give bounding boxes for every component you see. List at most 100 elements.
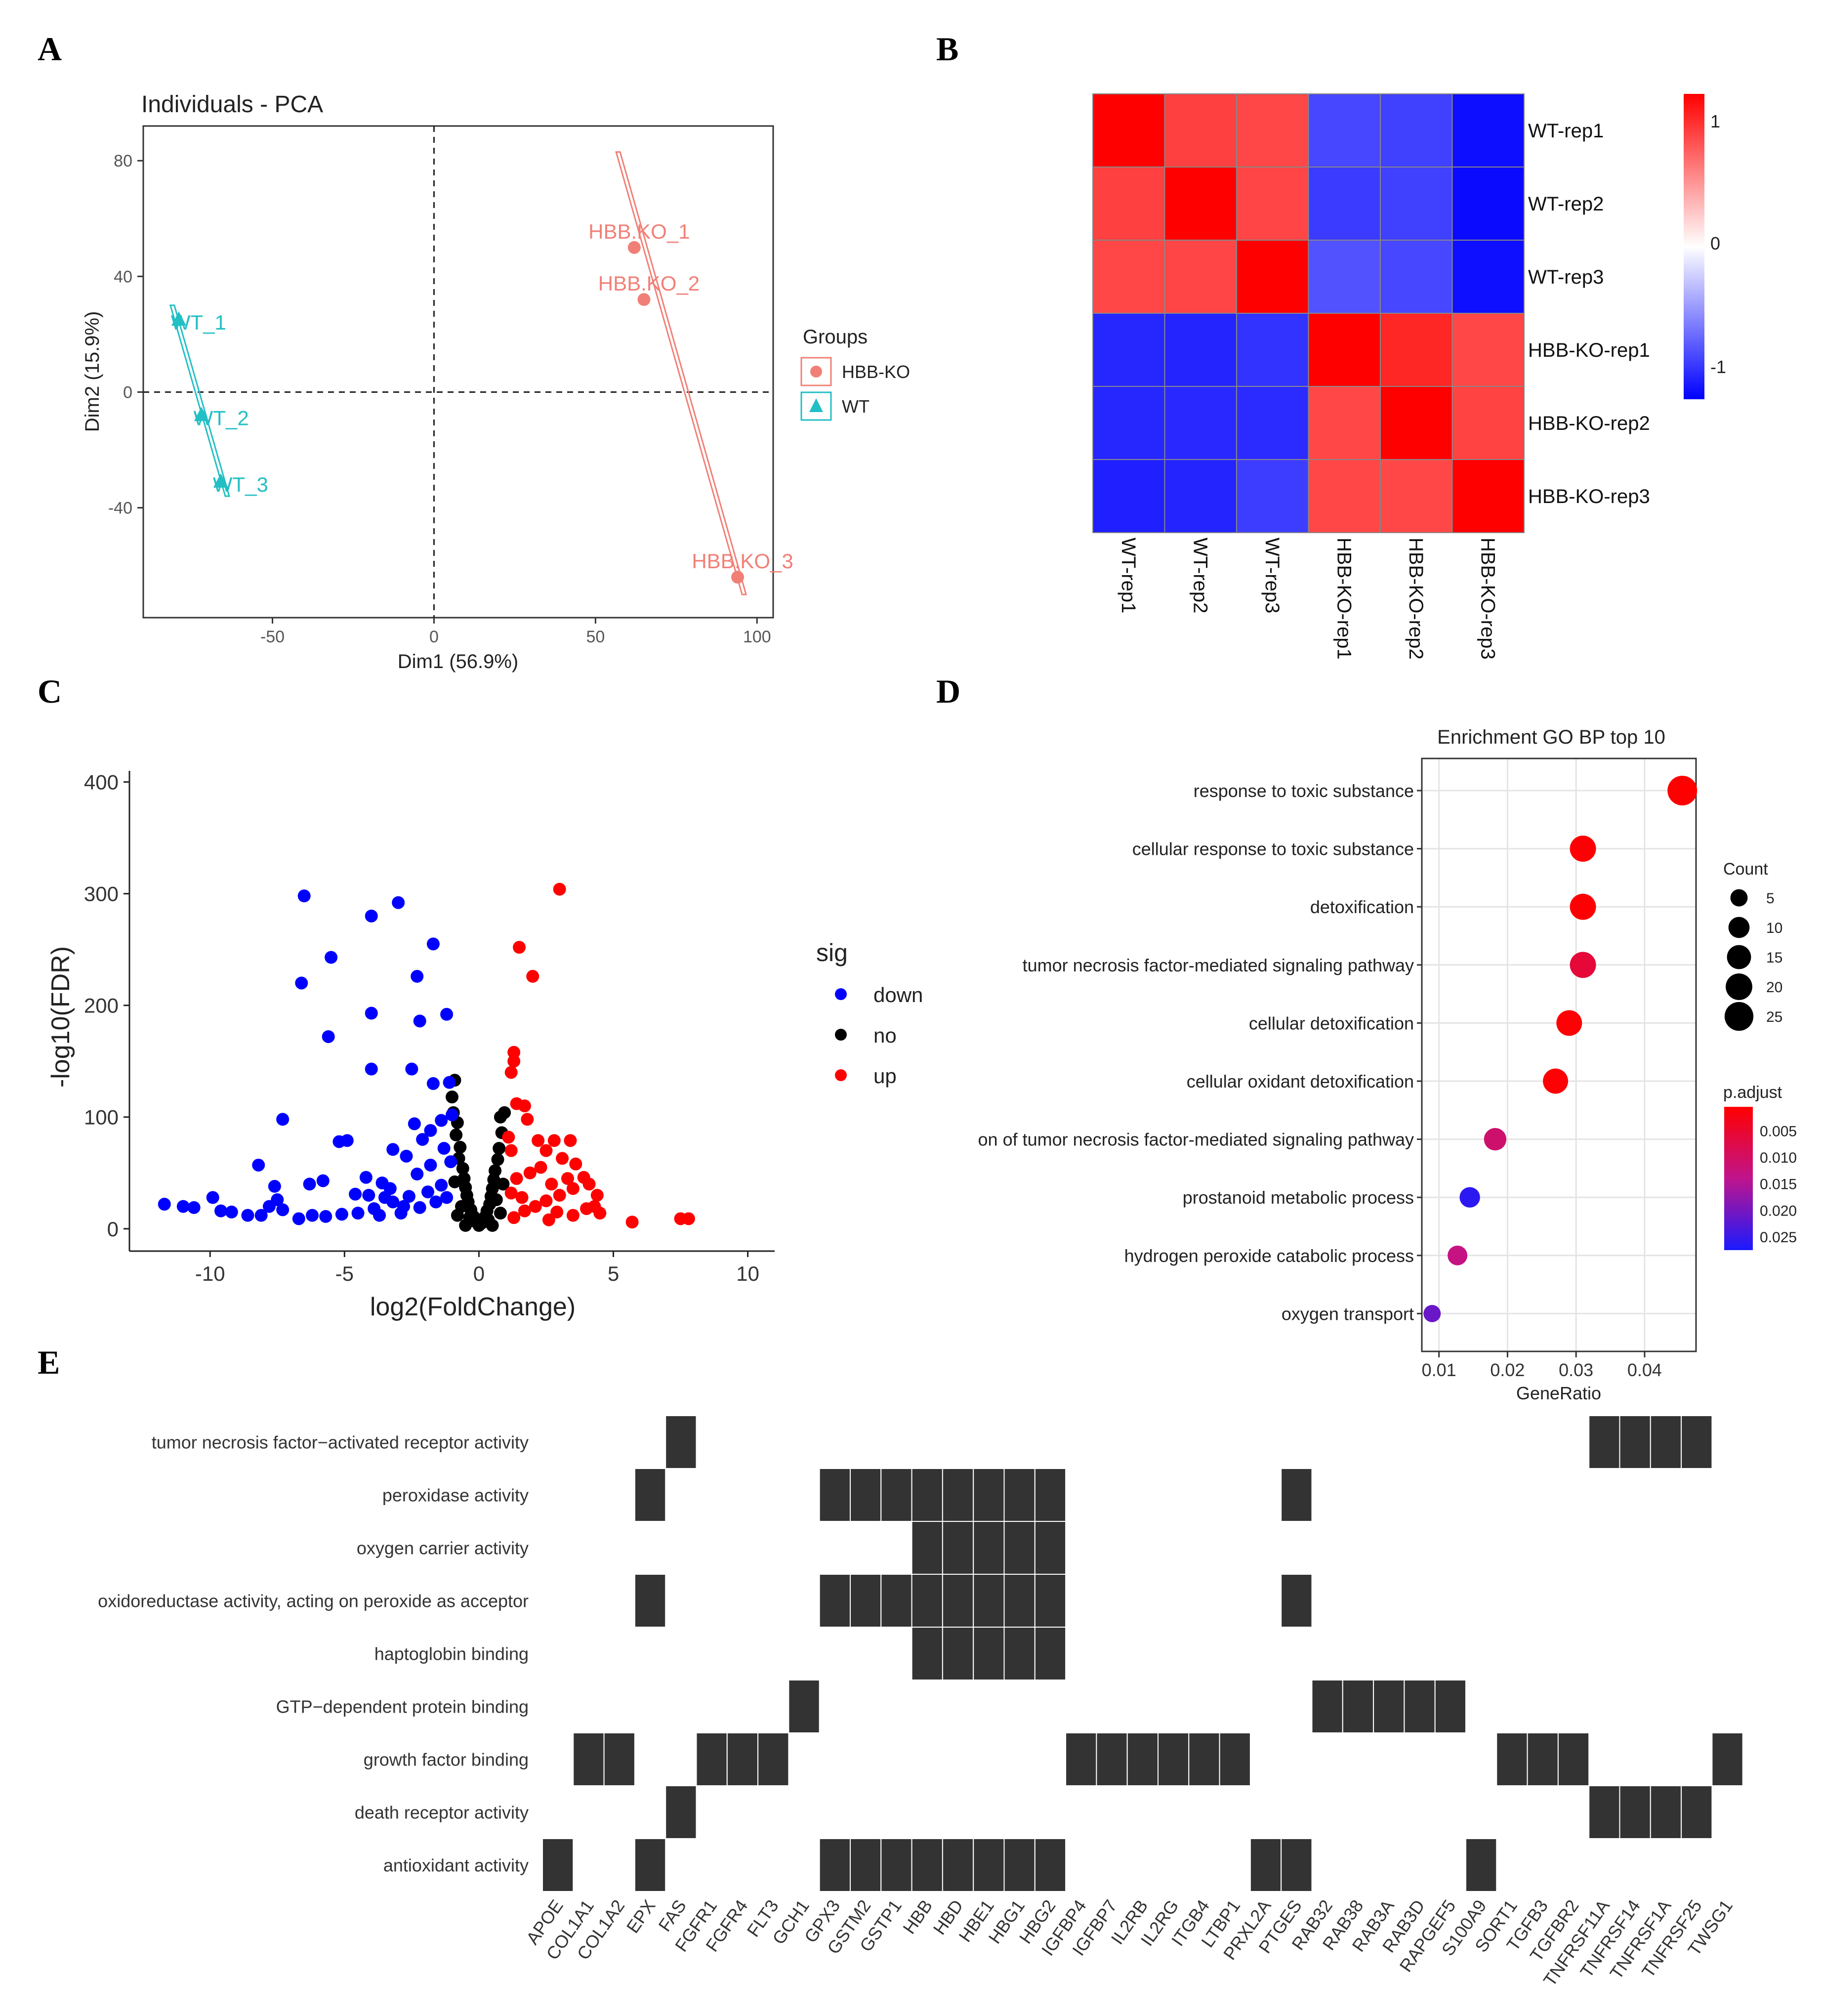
membership-cell [1003, 1574, 1035, 1628]
correlation-cell [1092, 386, 1165, 460]
volcano-ytick-label: 300 [84, 882, 119, 906]
go-size-legend: 5 10 15 20 25 [1724, 889, 1782, 1031]
membership-cell [788, 1680, 820, 1733]
correlation-col-label: WT-rep1 [1118, 538, 1139, 613]
go-xtick-label: 0.01 [1422, 1360, 1456, 1380]
volcano-point-no [497, 1177, 510, 1191]
volcano-point-down [437, 1142, 451, 1155]
membership-cell [1003, 1521, 1035, 1575]
pca-marks: HBB.KO_1 HBB.KO_2 HBB.KO_3 WT_1 WT_2 WT_3 [169, 151, 793, 595]
correlation-colorbar [1684, 94, 1704, 399]
membership-cell [757, 1732, 789, 1786]
volcano-point-up [593, 1207, 607, 1220]
go-size-legend-label: 10 [1766, 920, 1782, 936]
pca-legend-label: HBB-KO [842, 362, 910, 382]
volcano-point-down [386, 1143, 400, 1156]
volcano-point-down [426, 1077, 440, 1090]
panel-letter-a: A [38, 30, 62, 68]
volcano-point-down [411, 969, 424, 983]
pca-ytick-label: -40 [108, 499, 132, 518]
correlation-row-label: HBB-KO-rep2 [1528, 413, 1650, 434]
volcano-point-down [359, 1171, 373, 1184]
correlation-cell [1451, 240, 1525, 314]
membership-row-label: tumor necrosis factor−activated receptor… [152, 1432, 529, 1453]
go-term-dot [1448, 1245, 1468, 1265]
go-size-legend-label: 15 [1766, 950, 1782, 966]
membership-cell [1557, 1732, 1590, 1786]
volcano-point-up [504, 1066, 518, 1079]
pca-point-label: WT_3 [213, 473, 268, 496]
volcano-ytick-label: 400 [84, 771, 119, 794]
volcano-point-up [513, 941, 526, 954]
panel-letter-b: B [936, 30, 958, 68]
correlation-cell [1451, 167, 1525, 241]
volcano-point-down [365, 1062, 378, 1076]
pca-point-wt [171, 311, 186, 326]
volcano-point-down [416, 1133, 429, 1146]
pca-plot-border [142, 125, 774, 619]
volcano-point-down [316, 1174, 330, 1187]
go-padj-colorbar [1724, 1107, 1753, 1250]
membership-cell [1619, 1415, 1651, 1469]
correlation-colorbar-tick: 1 [1710, 111, 1720, 131]
correlation-labels: WT-rep1 WT-rep2 WT-rep3 HBB-KO-rep1 HBB-KO-r… [1118, 120, 1650, 660]
correlation-cell [1308, 313, 1381, 387]
membership-cell [634, 1574, 666, 1628]
go-color-legend-label: 0.010 [1760, 1150, 1797, 1166]
volcano-point-up [539, 1144, 553, 1157]
correlation-cell [1236, 240, 1309, 314]
volcano-point-down [349, 1187, 362, 1201]
volcano-point-up [582, 1177, 596, 1191]
volcano-point-down [268, 1179, 281, 1193]
correlation-cell [1164, 386, 1237, 460]
go-term-dot [1667, 776, 1698, 805]
membership-cell [1650, 1785, 1682, 1839]
pca-point-label: WT_1 [171, 311, 226, 334]
volcano-point-up [625, 1216, 639, 1229]
volcano-point-down [378, 1191, 391, 1204]
go-size-legend-title: Count [1723, 860, 1768, 879]
membership-cell [1404, 1680, 1436, 1733]
correlation-col-label: WT-rep3 [1261, 538, 1283, 613]
membership-cell [1034, 1574, 1067, 1628]
membership-cell [850, 1838, 882, 1892]
volcano-point-down [424, 1158, 437, 1172]
volcano-point-down [351, 1207, 365, 1220]
volcano-point-no [446, 1091, 458, 1104]
panel-letter-d: D [936, 672, 960, 710]
membership-cell [1034, 1627, 1067, 1680]
membership-cell [973, 1574, 1005, 1628]
volcano-point-no [494, 1207, 507, 1220]
membership-cell [911, 1574, 943, 1628]
volcano-point-down [325, 951, 338, 964]
correlation-cell [1092, 313, 1165, 387]
correlation-cell [1380, 459, 1453, 533]
volcano-point-up [507, 1046, 521, 1059]
pca-ytick-label: 40 [114, 267, 132, 286]
volcano-point-down [241, 1209, 254, 1222]
correlation-cell [1164, 313, 1237, 387]
volcano-xtick-label: -10 [195, 1262, 225, 1285]
volcano-point-down [413, 1014, 426, 1028]
volcano-xlabel: log2(FoldChange) [370, 1293, 576, 1321]
volcano-point-up [504, 1186, 518, 1200]
volcano-point-up [590, 1188, 604, 1202]
volcano-point-down [440, 1191, 454, 1204]
volcano-point-down [340, 1134, 354, 1147]
membership-cell [942, 1838, 974, 1892]
volcano-point-down [295, 976, 308, 990]
membership-cell [634, 1468, 666, 1522]
correlation-cell [1308, 93, 1381, 168]
volcano-legend-label: up [873, 1064, 897, 1088]
correlation-cell [1308, 167, 1381, 241]
volcano-point-no [456, 1162, 469, 1175]
go-size-legend-label: 25 [1766, 1009, 1782, 1025]
membership-cell [911, 1468, 943, 1522]
volcano-ytick-label: 100 [84, 1106, 119, 1129]
volcano-point-down [297, 889, 311, 903]
go-size-legend-label: 5 [1766, 890, 1775, 907]
correlation-cell [1451, 386, 1525, 460]
pca-legend-title: Groups [803, 326, 868, 348]
volcano-point-no [489, 1164, 502, 1177]
